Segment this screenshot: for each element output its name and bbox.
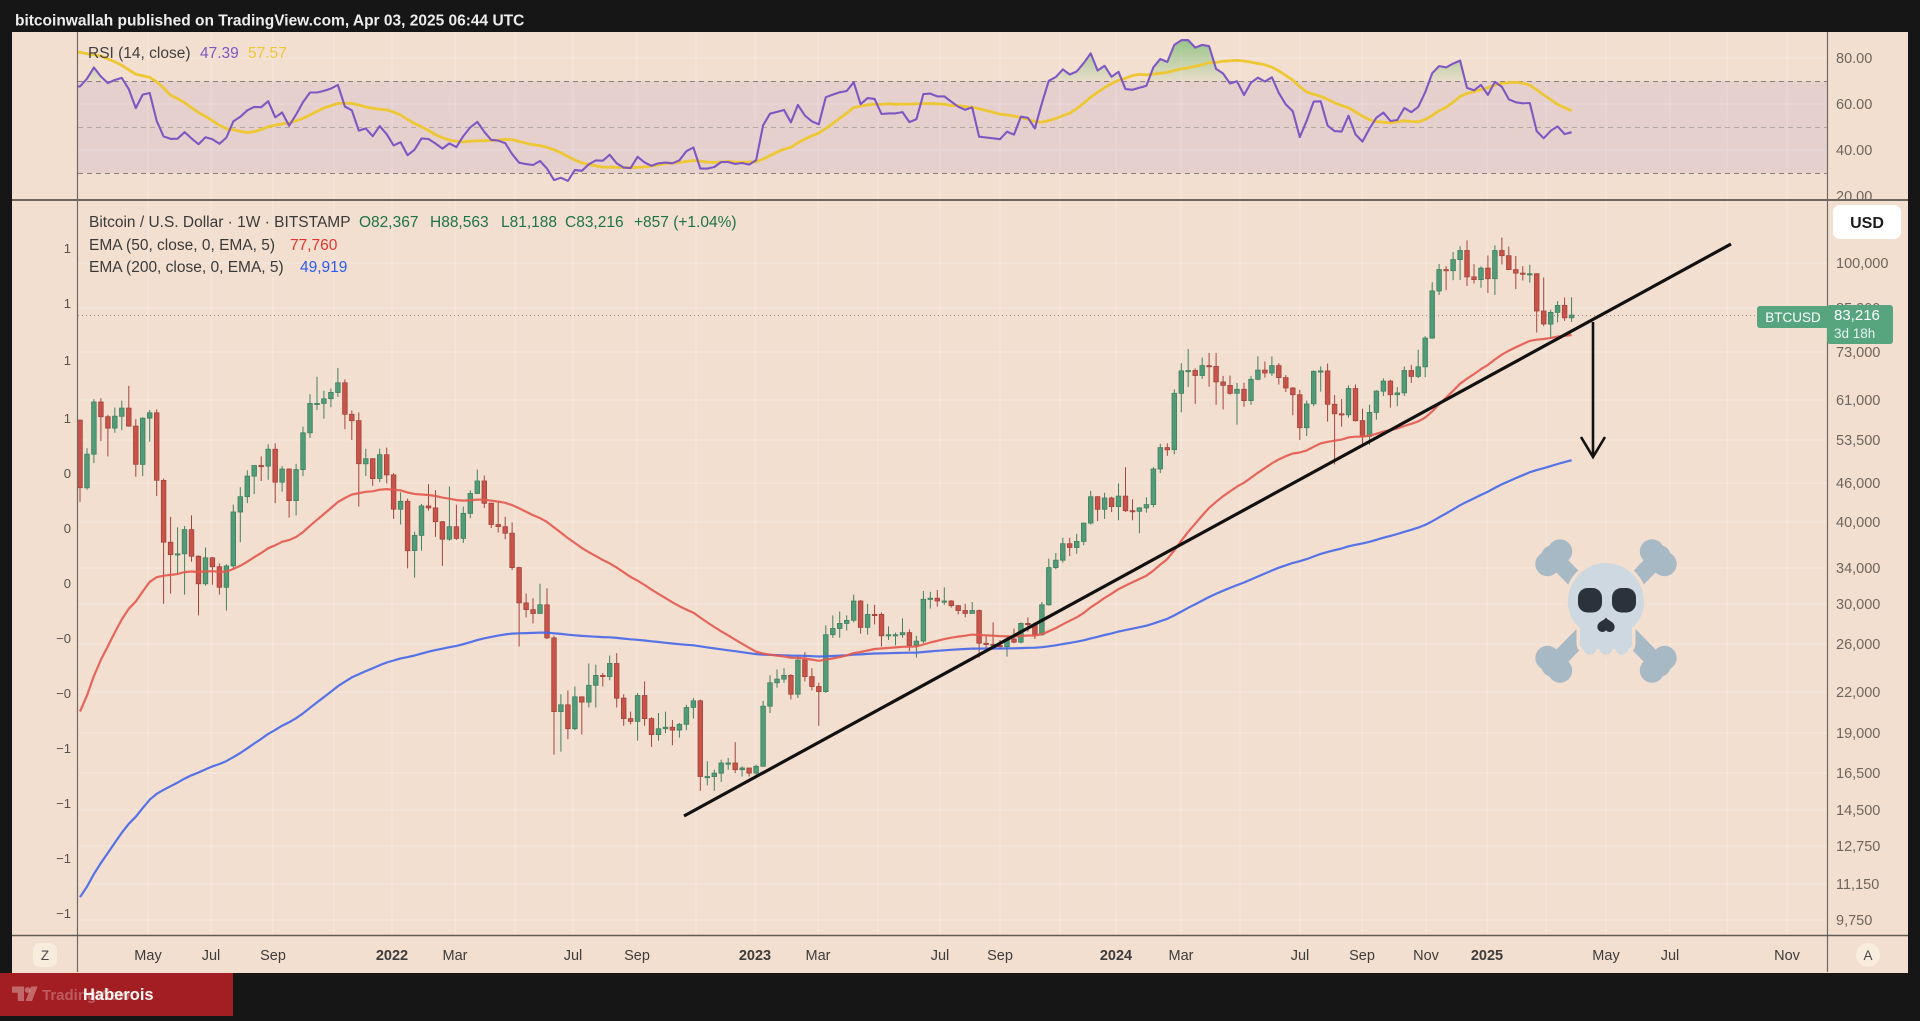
svg-text:Bitcoin / U.S. Dollar · 1W · B: Bitcoin / U.S. Dollar · 1W · BITSTAMP — [89, 214, 351, 231]
svg-text:2022: 2022 — [376, 948, 408, 964]
svg-text:Jul: Jul — [931, 948, 950, 964]
svg-text:11,150: 11,150 — [1836, 877, 1879, 893]
svg-text:53,500: 53,500 — [1836, 433, 1880, 449]
svg-text:16,500: 16,500 — [1836, 766, 1880, 782]
svg-text:+857 (+1.04%): +857 (+1.04%) — [634, 214, 737, 231]
svg-text:20.00: 20.00 — [1836, 189, 1872, 205]
svg-text:Jul: Jul — [564, 948, 583, 964]
svg-text:9,750: 9,750 — [1836, 913, 1872, 929]
svg-text:1: 1 — [64, 353, 71, 368]
svg-text:C83,216: C83,216 — [565, 214, 624, 231]
svg-text:RSI (14, close): RSI (14, close) — [88, 45, 191, 62]
svg-text:May: May — [134, 948, 162, 964]
svg-text:30,000: 30,000 — [1836, 597, 1880, 613]
svg-text:USD: USD — [1850, 215, 1884, 232]
svg-text:Mar: Mar — [1169, 948, 1194, 964]
svg-text:EMA (200, close, 0, EMA, 5): EMA (200, close, 0, EMA, 5) — [89, 259, 284, 276]
svg-text:73,000: 73,000 — [1836, 345, 1880, 361]
svg-text:1: 1 — [64, 296, 71, 311]
svg-text:L81,188: L81,188 — [501, 214, 557, 231]
svg-text:−1: −1 — [56, 906, 71, 921]
svg-text:46,000: 46,000 — [1836, 476, 1880, 492]
svg-text:Jul: Jul — [1661, 948, 1680, 964]
svg-text:26,000: 26,000 — [1836, 637, 1880, 653]
svg-text:H88,563: H88,563 — [430, 214, 489, 231]
svg-text:2024: 2024 — [1100, 948, 1132, 964]
svg-text:61,000: 61,000 — [1836, 393, 1880, 409]
svg-text:0: 0 — [64, 466, 71, 481]
svg-text:−0: −0 — [56, 686, 71, 701]
svg-text:14,500: 14,500 — [1836, 803, 1880, 819]
svg-text:Z: Z — [41, 948, 49, 963]
svg-text:Jul: Jul — [1291, 948, 1310, 964]
svg-text:Sep: Sep — [624, 948, 650, 964]
svg-text:Sep: Sep — [987, 948, 1013, 964]
svg-text:0: 0 — [64, 521, 71, 536]
svg-text:A: A — [1863, 948, 1872, 963]
svg-text:Sep: Sep — [260, 948, 286, 964]
svg-text:3d 18h: 3d 18h — [1834, 326, 1875, 341]
svg-text:2023: 2023 — [739, 948, 771, 964]
svg-text:Jul: Jul — [202, 948, 221, 964]
svg-text:1: 1 — [64, 241, 71, 256]
svg-text:22,000: 22,000 — [1836, 685, 1880, 701]
svg-text:19,000: 19,000 — [1836, 726, 1880, 742]
svg-text:57.57: 57.57 — [248, 45, 287, 62]
svg-text:May: May — [1592, 948, 1620, 964]
svg-text:Haberois: Haberois — [83, 986, 154, 1004]
svg-text:Nov: Nov — [1413, 948, 1440, 964]
svg-text:O82,367: O82,367 — [359, 214, 418, 231]
svg-text:BTCUSD: BTCUSD — [1765, 310, 1821, 325]
svg-text:80.00: 80.00 — [1836, 51, 1872, 67]
svg-text:1: 1 — [64, 411, 71, 426]
svg-text:EMA (50, close, 0, EMA, 5): EMA (50, close, 0, EMA, 5) — [89, 237, 275, 254]
svg-text:−1: −1 — [56, 851, 71, 866]
svg-text:34,000: 34,000 — [1836, 561, 1880, 577]
svg-text:83,216: 83,216 — [1834, 307, 1880, 324]
svg-text:Mar: Mar — [443, 948, 468, 964]
svg-text:Mar: Mar — [806, 948, 831, 964]
svg-text:12,750: 12,750 — [1836, 839, 1880, 855]
svg-text:bitcoinwallah published on Tra: bitcoinwallah published on TradingView.c… — [15, 13, 524, 30]
svg-text:−1: −1 — [56, 796, 71, 811]
svg-text:40,000: 40,000 — [1836, 515, 1880, 531]
svg-text:0: 0 — [64, 576, 71, 591]
svg-text:77,760: 77,760 — [290, 237, 338, 254]
svg-text:49,919: 49,919 — [300, 259, 347, 276]
svg-text:TradingView: TradingView — [42, 987, 130, 1004]
svg-text:−1: −1 — [56, 741, 71, 756]
svg-text:−0: −0 — [56, 631, 71, 646]
svg-text:Sep: Sep — [1349, 948, 1375, 964]
svg-text:60.00: 60.00 — [1836, 97, 1872, 113]
svg-text:2025: 2025 — [1471, 948, 1503, 964]
svg-text:40.00: 40.00 — [1836, 143, 1872, 159]
svg-text:100,000: 100,000 — [1836, 256, 1888, 272]
svg-text:47.39: 47.39 — [200, 45, 239, 62]
svg-text:Nov: Nov — [1774, 948, 1801, 964]
